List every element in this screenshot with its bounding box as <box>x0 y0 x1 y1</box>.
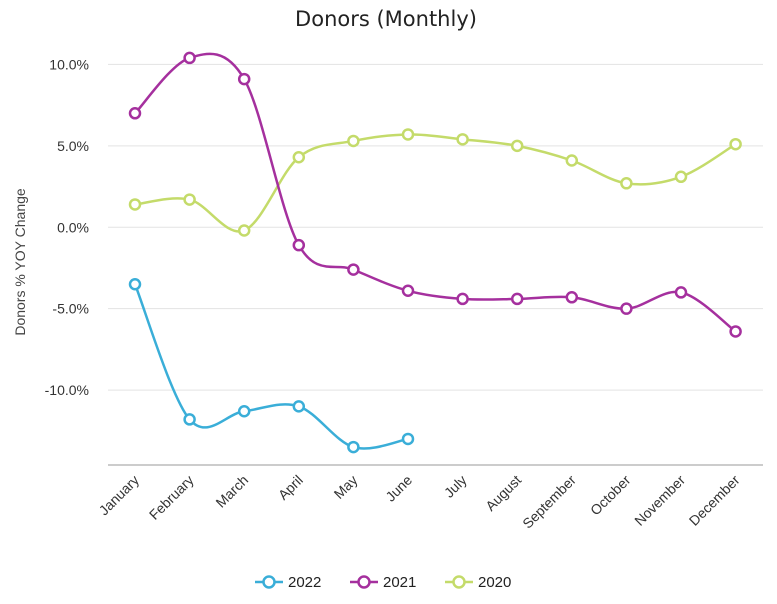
data-point-2020 <box>237 224 251 237</box>
x-tick-label: July <box>441 472 470 501</box>
data-point-2021 <box>510 292 524 306</box>
series-lines <box>133 52 737 450</box>
data-point-2021 <box>729 325 742 338</box>
data-point-2020 <box>456 133 469 146</box>
data-point-2020 <box>510 139 524 153</box>
data-point-2021 <box>401 284 415 298</box>
data-point-2020 <box>292 150 306 164</box>
legend-swatch-marker <box>452 575 466 589</box>
gridlines <box>108 63 763 391</box>
legend-label: 2020 <box>478 574 511 591</box>
data-point-2020 <box>401 128 415 141</box>
y-tick-label: 10.0% <box>49 56 89 72</box>
data-point-2022 <box>347 440 360 454</box>
data-point-2021 <box>347 263 360 276</box>
x-tick-label: January <box>96 472 143 519</box>
data-point-2020 <box>674 170 688 184</box>
y-tick-label: -10.0% <box>45 382 89 398</box>
data-point-2020 <box>128 198 142 211</box>
y-axis-ticks: 10.0% 5.0% 0.0% -5.0% -10.0% <box>45 56 89 398</box>
x-tick-label: February <box>146 472 197 523</box>
data-point-2021 <box>237 72 251 86</box>
x-tick-label: May <box>331 472 361 502</box>
x-tick-label: April <box>275 472 306 503</box>
data-point-2020 <box>620 177 633 190</box>
data-point-2022 <box>292 400 306 413</box>
data-point-2021 <box>183 51 196 65</box>
data-point-2022 <box>128 278 142 291</box>
data-point-2021 <box>128 107 142 120</box>
data-point-2021 <box>292 238 306 252</box>
legend-swatch-marker <box>262 575 276 589</box>
data-point-2020 <box>347 134 360 148</box>
y-tick-label: 5.0% <box>57 138 89 154</box>
y-tick-label: -5.0% <box>52 301 89 317</box>
x-tick-label: June <box>382 472 415 505</box>
data-point-2020 <box>565 154 579 167</box>
data-point-2022 <box>401 432 415 446</box>
series-points <box>128 51 742 454</box>
data-point-2020 <box>183 193 196 206</box>
x-tick-label: March <box>212 472 251 511</box>
chart-title: Donors (Monthly) <box>295 7 477 31</box>
y-axis-label: Donors % YOY Change <box>12 188 28 336</box>
x-tick-label: September <box>519 472 579 532</box>
x-tick-label: August <box>482 472 524 514</box>
data-point-2021 <box>674 286 688 299</box>
legend-label: 2022 <box>288 574 321 591</box>
data-point-2021 <box>565 291 579 304</box>
x-tick-label: December <box>686 472 743 529</box>
x-tick-label: October <box>587 472 634 519</box>
legend-swatch-marker <box>357 575 371 589</box>
x-axis-ticks: January February March April May June July Augu… <box>96 472 743 532</box>
x-tick-label: November <box>631 472 688 529</box>
data-point-2021 <box>620 302 633 315</box>
legend: 2022 2021 2020 <box>255 574 511 591</box>
series-line-2021 <box>134 52 737 333</box>
y-tick-label: 0.0% <box>57 219 89 235</box>
series-line-2020 <box>134 133 737 233</box>
data-point-2021 <box>456 292 469 306</box>
data-point-2022 <box>183 413 196 426</box>
data-point-2022 <box>237 405 251 418</box>
data-point-2020 <box>729 137 742 151</box>
legend-label: 2021 <box>383 574 416 591</box>
